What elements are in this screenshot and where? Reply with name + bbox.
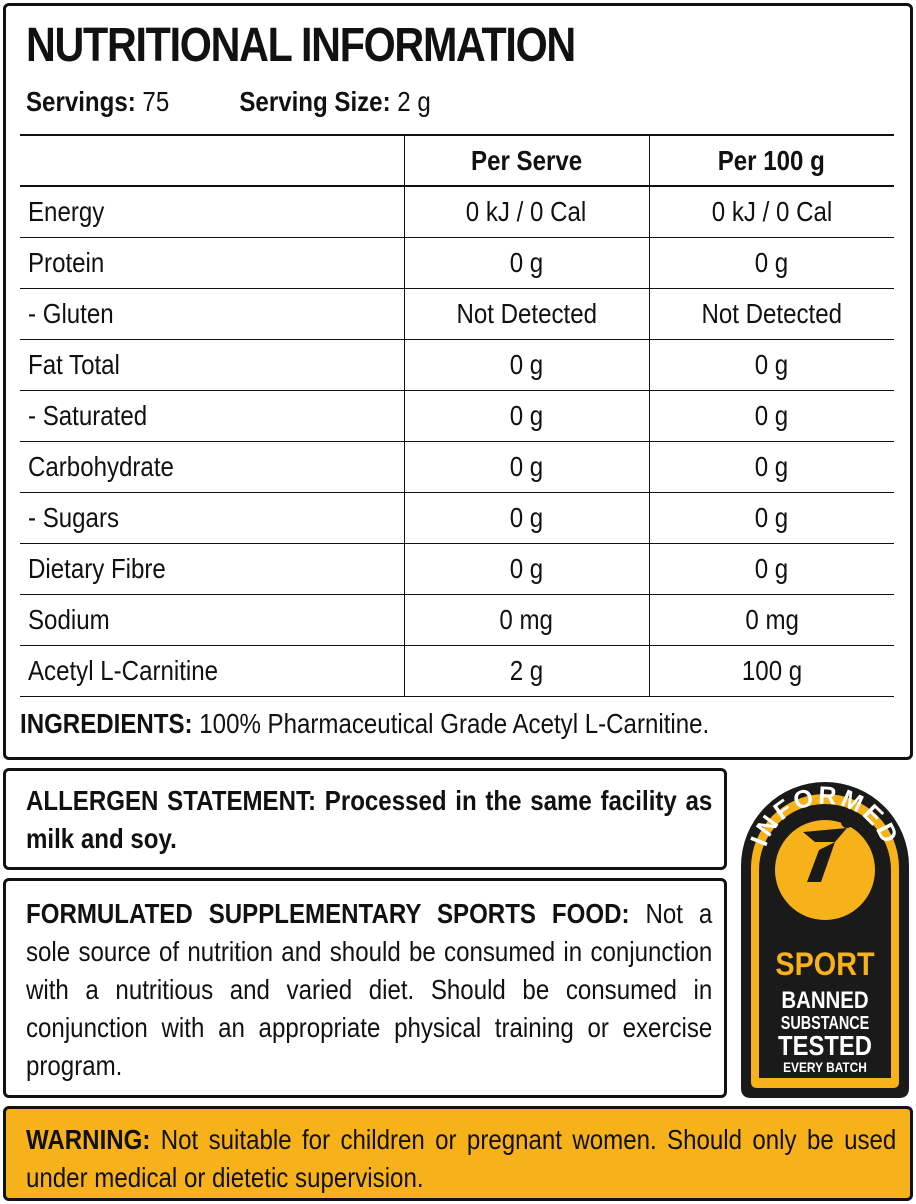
nutrient-name: Sodium: [28, 603, 110, 635]
per-100g-value: 0 g: [755, 450, 789, 482]
nutrient-name: Energy: [28, 195, 105, 227]
per-100g-value: 0 g: [755, 552, 789, 584]
sports-food-label: FORMULATED SUPPLEMENTARY SPORTS FOOD:: [26, 898, 630, 929]
servings-value: 75: [142, 86, 170, 117]
per-serve-value: 0 g: [509, 450, 544, 482]
badge-line-4: EVERY BATCH: [783, 1059, 867, 1075]
per-100g-value: 0 g: [755, 501, 789, 533]
servings-label: Servings:: [26, 86, 136, 117]
page-title: NUTRITIONAL INFORMATION: [26, 19, 576, 72]
column-header-per-serve: Per Serve: [403, 134, 649, 187]
table-row: - Saturated 0 g 0 g: [20, 390, 894, 442]
table-header-row: Per Serve Per 100 g: [20, 134, 894, 187]
allergen-panel: ALLERGEN STATEMENT: Processed in the sam…: [3, 768, 727, 870]
serving-size-value: 2 g: [397, 86, 431, 117]
table-row: Carbohydrate 0 g 0 g: [20, 441, 894, 493]
nutrient-name: Carbohydrate: [28, 450, 174, 482]
per-100g-value: Not Detected: [701, 297, 843, 329]
warning-panel: WARNING: Not suitable for children or pr…: [3, 1106, 913, 1201]
ingredients-label: INGREDIENTS:: [20, 708, 193, 739]
sports-food-text: Not a sole source of nutrition and shoul…: [26, 898, 713, 1081]
table-row: Sodium 0 mg 0 mg: [20, 594, 894, 646]
nutrient-name: Protein: [28, 246, 105, 278]
serving-size-label: Serving Size:: [239, 86, 391, 117]
per-100g-value: 0 g: [755, 399, 789, 431]
per-serve-value: 0 g: [509, 399, 544, 431]
badge-line-2: SUBSTANCE: [780, 1013, 870, 1033]
servings-line: Servings: 75 Serving Size: 2 g: [26, 86, 431, 118]
badge-sport: SPORT: [775, 946, 875, 982]
per-100g-value: 0 kJ / 0 Cal: [711, 195, 832, 227]
ingredients-text: 100% Pharmaceutical Grade Acetyl L-Carni…: [192, 708, 710, 739]
ingredients-line: INGREDIENTS: 100% Pharmaceutical Grade A…: [20, 708, 709, 740]
runner-icon: [803, 816, 853, 882]
table-row: Fat Total 0 g 0 g: [20, 339, 894, 391]
nutrition-panel: [3, 3, 913, 760]
table-row: Protein 0 g 0 g: [20, 237, 894, 289]
per-100g-value: 0 g: [755, 348, 789, 380]
per-serve-value: 0 g: [509, 501, 544, 533]
column-header-per-100g: Per 100 g: [648, 134, 894, 187]
warning-label: WARNING:: [26, 1124, 151, 1155]
nutrient-name: - Saturated: [28, 399, 148, 431]
badge-line-1: BANNED: [781, 987, 869, 1014]
nutrient-name: Fat Total: [28, 348, 120, 380]
per-serve-value: 2 g: [509, 654, 544, 686]
table-row: - Gluten Not Detected Not Detected: [20, 288, 894, 340]
informed-sport-badge: INFORMED WE TEST · YOU TRUST SPORT BANNE…: [735, 770, 915, 1102]
badge-shape: INFORMED WE TEST · YOU TRUST: [741, 782, 909, 1098]
per-serve-value: 0 kJ / 0 Cal: [466, 195, 587, 227]
per-serve-value: 0 g: [509, 552, 544, 584]
allergen-statement: ALLERGEN STATEMENT: Processed in the sam…: [26, 785, 713, 854]
nutrient-name: Dietary Fibre: [28, 552, 166, 584]
nutrient-name: Acetyl L-Carnitine: [28, 654, 219, 686]
per-100g-value: 100 g: [741, 654, 802, 686]
per-serve-value: Not Detected: [456, 297, 597, 329]
table-row: Acetyl L-Carnitine 2 g 100 g: [20, 645, 894, 697]
nutrition-table: Per Serve Per 100 g Energy 0 kJ / 0 Cal …: [20, 134, 894, 697]
per-100g-value: 0 mg: [744, 603, 799, 635]
nutrient-name: - Sugars: [28, 501, 120, 533]
column-header-name: [20, 134, 404, 187]
per-100g-value: 0 g: [755, 246, 789, 278]
nutrient-name: - Gluten: [28, 297, 114, 329]
per-serve-value: 0 g: [509, 348, 544, 380]
badge-line-3: TESTED: [778, 1030, 872, 1061]
per-serve-value: 0 mg: [499, 603, 554, 635]
per-serve-value: 0 g: [509, 246, 544, 278]
table-row: Energy 0 kJ / 0 Cal 0 kJ / 0 Cal: [20, 186, 894, 238]
sports-food-panel: FORMULATED SUPPLEMENTARY SPORTS FOOD: No…: [3, 878, 727, 1098]
table-row: Dietary Fibre 0 g 0 g: [20, 543, 894, 595]
warning-text: Not suitable for children or pregnant wo…: [26, 1124, 897, 1193]
table-row: - Sugars 0 g 0 g: [20, 492, 894, 544]
